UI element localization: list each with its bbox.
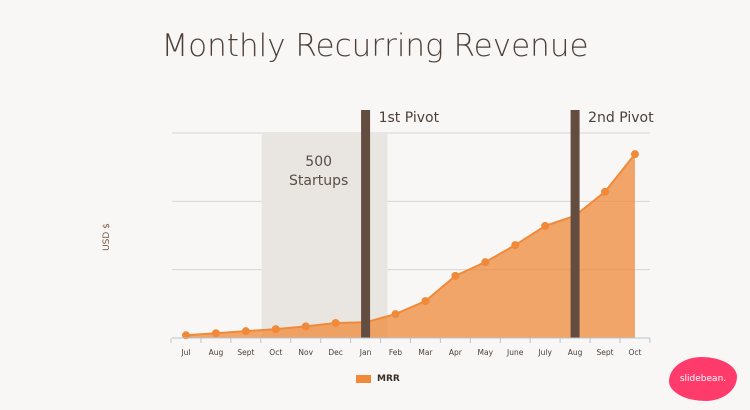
shaded-label-line2: Startups bbox=[289, 173, 348, 189]
mrr-point-1 bbox=[211, 329, 220, 338]
x-tick-label-9: Apr bbox=[449, 348, 463, 357]
x-tick-label-15: Oct bbox=[628, 348, 641, 357]
x-tick-label-3: Oct bbox=[269, 348, 282, 357]
x-tick-label-11: June bbox=[506, 348, 524, 357]
mrr-line bbox=[185, 153, 636, 337]
x-tick-label-14: Sept bbox=[596, 348, 613, 357]
x-tick-label-12: July bbox=[537, 348, 552, 357]
x-tick-label-0: Jul bbox=[180, 348, 190, 357]
mrr-point-8 bbox=[421, 297, 430, 306]
x-tick-label-6: Jan bbox=[359, 348, 372, 357]
x-tick-label-1: Aug bbox=[209, 348, 224, 357]
legend-label-mrr: MRR bbox=[377, 374, 400, 384]
pivot-label-2: 2nd Pivot bbox=[588, 110, 654, 126]
mrr-point-3 bbox=[271, 325, 280, 334]
x-tick-label-7: Feb bbox=[389, 348, 403, 357]
mrr-point-12 bbox=[541, 221, 550, 230]
shaded-label-line1: 500 bbox=[305, 154, 332, 170]
mrr-point-0 bbox=[182, 331, 190, 340]
legend: MRR bbox=[356, 374, 400, 384]
x-tick-label-4: Nov bbox=[298, 348, 313, 357]
chart-title: Monthly Recurring Revenue bbox=[161, 28, 589, 64]
x-tick-label-13: Aug bbox=[568, 348, 583, 357]
pivot-bar-2 bbox=[570, 110, 580, 338]
mrr-point-7 bbox=[391, 310, 400, 319]
mrr-point-4 bbox=[301, 322, 310, 331]
pivot-bar-1 bbox=[361, 110, 371, 338]
mrr-point-2 bbox=[241, 327, 250, 336]
x-tick-label-2: Sept bbox=[237, 348, 254, 357]
mrr-point-14 bbox=[601, 187, 610, 196]
mrr-area bbox=[186, 154, 635, 338]
pivot-label-1: 1st Pivot bbox=[379, 110, 440, 126]
x-tick-label-10: May bbox=[478, 348, 494, 357]
mrr-point-15 bbox=[630, 150, 639, 159]
mrr-point-10 bbox=[481, 258, 490, 267]
mrr-point-9 bbox=[451, 271, 460, 280]
legend-swatch-mrr bbox=[356, 375, 371, 383]
mrr-point-5 bbox=[331, 318, 340, 327]
mrr-point-11 bbox=[511, 241, 520, 250]
x-tick-label-5: Dec bbox=[328, 348, 343, 357]
x-tick-label-8: Mar bbox=[418, 348, 433, 357]
slidebean-logo: slidebean. bbox=[669, 357, 737, 401]
